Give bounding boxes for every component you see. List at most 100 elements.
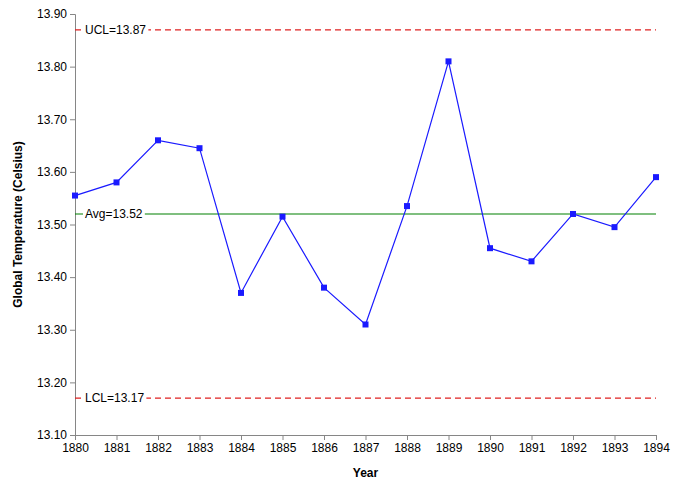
x-tick-mark bbox=[75, 435, 76, 440]
x-tick-label: 1890 bbox=[477, 441, 504, 455]
x-tick: 1884 bbox=[228, 435, 255, 455]
y-tick-mark bbox=[70, 277, 75, 278]
x-tick: 1882 bbox=[145, 435, 172, 455]
y-tick: 13.60 bbox=[37, 165, 75, 179]
reference-label-group: UCL=13.87 bbox=[83, 23, 148, 37]
x-tick-label: 1880 bbox=[62, 441, 89, 455]
point bbox=[570, 211, 576, 217]
reference-label: Avg=13.52 bbox=[85, 207, 143, 221]
y-tick-mark bbox=[70, 330, 75, 331]
x-tick-mark bbox=[656, 435, 657, 440]
x-tick-mark bbox=[241, 435, 242, 440]
point bbox=[114, 179, 120, 185]
y-tick-label: 13.80 bbox=[37, 60, 67, 74]
x-tick-label: 1882 bbox=[145, 441, 172, 455]
x-tick-mark bbox=[366, 435, 367, 440]
point bbox=[446, 58, 452, 64]
x-tick: 1881 bbox=[104, 435, 131, 455]
y-tick-label: 13.30 bbox=[37, 323, 67, 337]
x-tick-label: 1883 bbox=[187, 441, 214, 455]
x-tick: 1880 bbox=[62, 435, 89, 455]
y-tick-label: 13.60 bbox=[37, 165, 67, 179]
point bbox=[404, 203, 410, 209]
x-tick-label: 1892 bbox=[560, 441, 587, 455]
y-tick: 13.40 bbox=[37, 270, 75, 284]
point bbox=[72, 193, 78, 199]
reference-label-bg bbox=[83, 391, 146, 405]
x-tick-label: 1886 bbox=[311, 441, 338, 455]
point bbox=[487, 245, 493, 251]
point bbox=[363, 321, 369, 327]
x-tick: 1889 bbox=[436, 435, 463, 455]
plot: 13.1013.2013.3013.4013.5013.6013.7013.80… bbox=[37, 7, 670, 454]
x-tick-label: 1887 bbox=[353, 441, 380, 455]
point bbox=[612, 224, 618, 230]
x-tick: 1892 bbox=[560, 435, 587, 455]
reference-label-group: LCL=13.17 bbox=[83, 391, 146, 405]
x-tick-mark bbox=[407, 435, 408, 440]
reference-label-bg bbox=[83, 207, 145, 221]
x-tick-label: 1889 bbox=[436, 441, 463, 455]
reference-label: UCL=13.87 bbox=[85, 23, 146, 37]
x-axis: 1880 1881 1882 1883 1884 1885 1886 1887 1888 1889… bbox=[62, 435, 670, 455]
x-tick: 1891 bbox=[519, 435, 546, 455]
y-tick-mark bbox=[70, 172, 75, 173]
y-tick-mark bbox=[70, 67, 75, 68]
y-tick-mark bbox=[70, 435, 75, 436]
y-axis: 13.1013.2013.3013.4013.5013.6013.7013.80… bbox=[37, 7, 76, 442]
x-tick: 1890 bbox=[477, 435, 504, 455]
y-tick-mark bbox=[70, 14, 75, 15]
x-tick: 1888 bbox=[394, 435, 421, 455]
x-tick: 1886 bbox=[311, 435, 338, 455]
reference-label-bg bbox=[83, 23, 148, 37]
x-tick: 1883 bbox=[187, 435, 214, 455]
reference-line bbox=[75, 29, 656, 30]
y-tick-label: 13.50 bbox=[37, 218, 67, 232]
y-tick-label: 13.90 bbox=[37, 7, 67, 21]
x-tick-mark bbox=[490, 435, 491, 440]
x-tick-mark bbox=[324, 435, 325, 440]
y-tick: 13.50 bbox=[37, 218, 75, 232]
x-tick-label: 1885 bbox=[270, 441, 297, 455]
y-tick-mark bbox=[70, 119, 75, 120]
point bbox=[238, 290, 244, 296]
marks bbox=[72, 30, 659, 398]
x-tick: 1885 bbox=[270, 435, 297, 455]
x-tick-mark bbox=[283, 435, 284, 440]
y-tick-label: 13.70 bbox=[37, 113, 67, 127]
reference-line bbox=[75, 213, 656, 214]
x-tick: 1893 bbox=[602, 435, 629, 455]
x-tick-label: 1893 bbox=[602, 441, 629, 455]
y-tick: 13.80 bbox=[37, 60, 75, 74]
point bbox=[197, 145, 203, 151]
y-tick-label: 13.20 bbox=[37, 376, 67, 390]
x-tick-mark bbox=[532, 435, 533, 440]
y-tick: 13.30 bbox=[37, 323, 75, 337]
y-axis-title: Global Temperature (Celsius) bbox=[11, 141, 25, 307]
x-tick-label: 1894 bbox=[643, 441, 670, 455]
x-tick: 1894 bbox=[643, 435, 670, 455]
x-tick-mark bbox=[158, 435, 159, 440]
point bbox=[653, 174, 659, 180]
x-tick-mark bbox=[615, 435, 616, 440]
x-tick-mark bbox=[449, 435, 450, 440]
y-tick: 13.90 bbox=[37, 7, 75, 21]
x-axis-line bbox=[76, 436, 657, 441]
point bbox=[529, 258, 535, 264]
y-tick-mark bbox=[70, 382, 75, 383]
point bbox=[280, 214, 286, 220]
series-line bbox=[75, 61, 656, 324]
reference-label-group: Avg=13.52 bbox=[83, 207, 145, 221]
x-tick-mark bbox=[200, 435, 201, 440]
y-tick-label: 13.40 bbox=[37, 270, 67, 284]
x-tick-label: 1884 bbox=[228, 441, 255, 455]
y-tick: 13.70 bbox=[37, 113, 75, 127]
x-tick-label: 1881 bbox=[104, 441, 131, 455]
y-tick: 13.20 bbox=[37, 376, 75, 390]
x-tick-label: 1888 bbox=[394, 441, 421, 455]
reference-line bbox=[75, 398, 656, 399]
y-tick-mark bbox=[70, 225, 75, 226]
x-tick-label: 1891 bbox=[519, 441, 546, 455]
point bbox=[155, 137, 161, 143]
point bbox=[321, 285, 327, 291]
